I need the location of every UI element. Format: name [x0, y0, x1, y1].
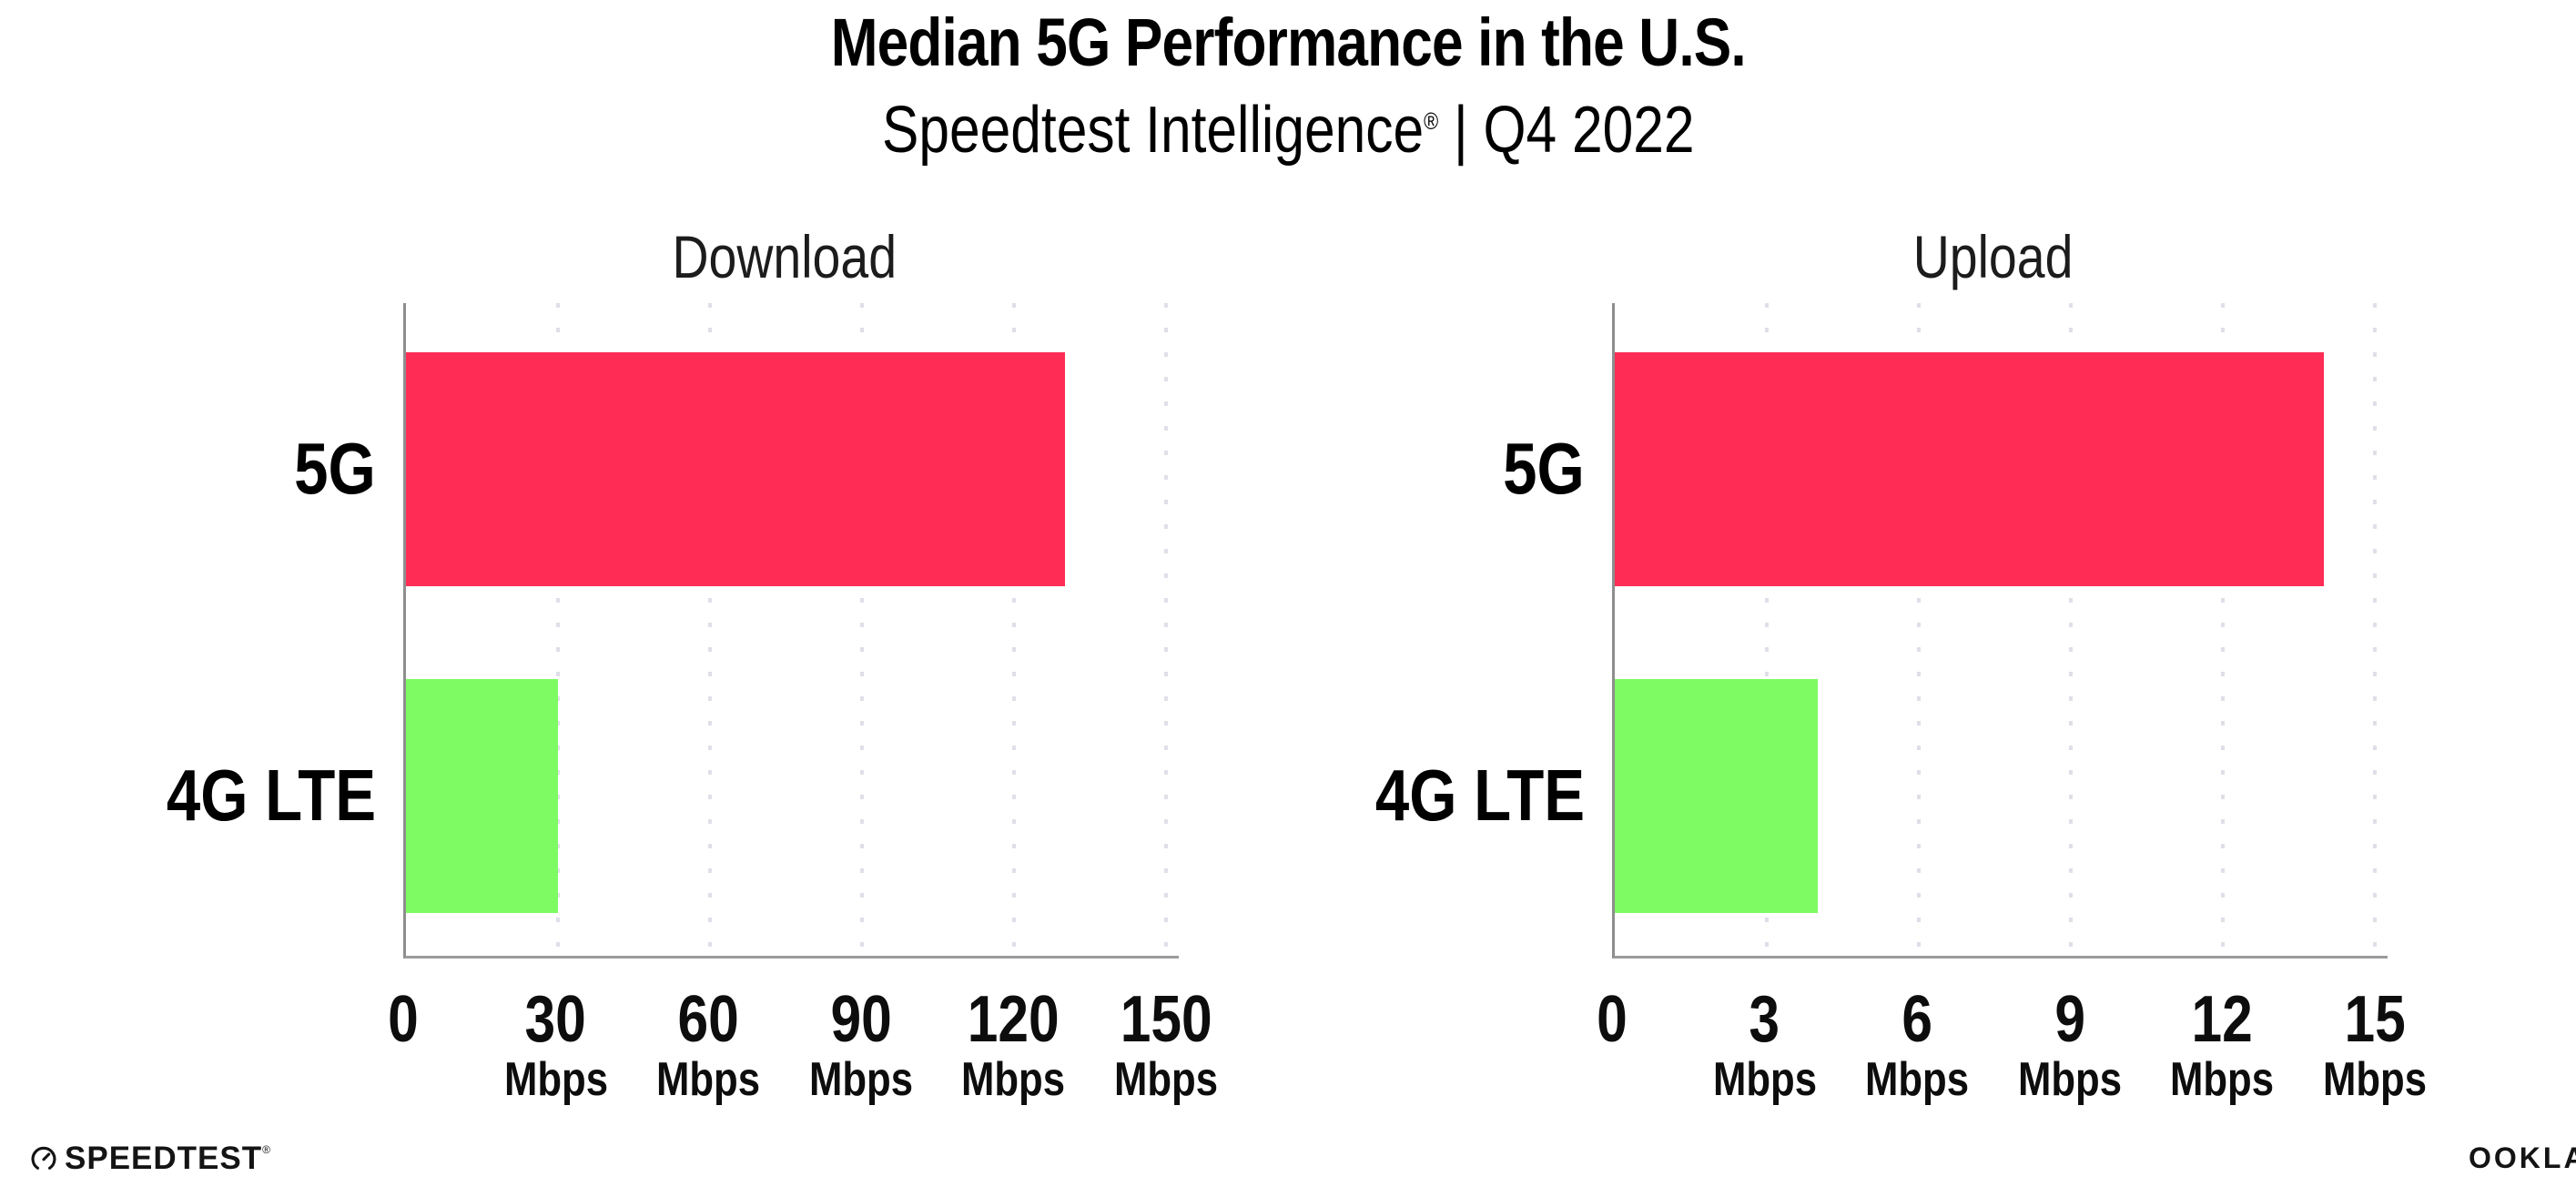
x-tick: 15 Mbps — [2313, 987, 2437, 1105]
x-tick-value: 3 — [1749, 983, 1780, 1056]
category-label-4g-lte: 4G LTE — [166, 755, 376, 836]
x-tick: 9 Mbps — [2008, 987, 2132, 1105]
bar-5g — [1615, 352, 2325, 586]
category-label-5g: 5G — [294, 428, 376, 509]
subtitle-brand: Speedtest Intelligence — [881, 94, 1424, 167]
bar-5g — [406, 352, 1065, 586]
gridline — [2373, 303, 2377, 956]
gridline — [2069, 303, 2073, 956]
x-tick-value: 90 — [830, 983, 892, 1056]
registered-trademark-mark: ® — [1423, 109, 1438, 135]
x-tick-value: 12 — [2191, 983, 2254, 1056]
x-tick: 3 Mbps — [1703, 987, 1827, 1105]
speedtest-registered-mark: ® — [262, 1143, 270, 1156]
upload-chart: Upload 5G 4G LTE 0 3 Mbps 6 Mbps 9 Mbps 12 Mbps 15… — [1375, 0, 2427, 1197]
gridline — [860, 303, 864, 956]
bar-4g-lte — [1615, 679, 1818, 913]
x-tick-unit: Mbps — [503, 1053, 608, 1106]
x-axis-line — [1166, 956, 1179, 959]
x-tick-unit: Mbps — [2170, 1053, 2275, 1106]
x-tick-value: 120 — [967, 983, 1060, 1056]
chart-title: Upload — [1913, 223, 2074, 290]
x-tick-unit: Mbps — [1865, 1053, 1970, 1106]
x-tick-value: 150 — [1120, 983, 1212, 1056]
x-tick: 0 — [1594, 987, 1630, 1052]
ookla-logo: OOKLA® — [2469, 1141, 2576, 1175]
gridline — [1765, 303, 1769, 956]
x-tick: 60 Mbps — [646, 987, 770, 1105]
x-tick: 0 — [385, 987, 421, 1052]
speedtest-logo: SPEEDTEST ® — [31, 1135, 270, 1182]
x-tick: 120 Mbps — [952, 987, 1076, 1105]
download-chart: Download 5G 4G LTE 0 30 Mbps 60 Mbps 90 Mbps 120… — [167, 0, 1218, 1197]
gridline — [1012, 303, 1016, 956]
chart-title: Download — [672, 223, 898, 290]
speedtest-wordmark: SPEEDTEST — [65, 1141, 263, 1176]
gridline — [2221, 303, 2225, 956]
x-axis-ticks: 0 3 Mbps 6 Mbps 9 Mbps 12 Mbps 15 Mbps — [1597, 987, 2427, 1141]
x-tick: 150 Mbps — [1104, 987, 1228, 1105]
x-tick-unit: Mbps — [1113, 1053, 1219, 1106]
x-tick-value: 30 — [524, 983, 587, 1056]
subtitle-period: | Q4 2022 — [1437, 94, 1695, 167]
x-tick: 30 Mbps — [494, 987, 618, 1105]
bar-4g-lte — [406, 679, 558, 913]
x-tick-value: 60 — [677, 983, 739, 1056]
x-tick-value: 6 — [1902, 983, 1933, 1056]
x-tick-unit: Mbps — [656, 1053, 761, 1106]
x-tick: 12 Mbps — [2161, 987, 2285, 1105]
speedometer-gauge-icon — [31, 1146, 56, 1170]
x-tick-unit: Mbps — [808, 1053, 913, 1106]
page-title-text: Median 5G Performance in the U.S. — [830, 5, 1746, 80]
x-tick-value: 9 — [2054, 983, 2085, 1056]
category-labels: 5G 4G LTE — [0, 303, 376, 959]
x-tick: 6 Mbps — [1855, 987, 1979, 1105]
x-axis-ticks: 0 30 Mbps 60 Mbps 90 Mbps 120 Mbps 150 Mbps — [388, 987, 1218, 1141]
x-tick-value: 0 — [388, 983, 419, 1056]
x-tick-unit: Mbps — [1712, 1053, 1817, 1106]
gridline — [708, 303, 712, 956]
page-subtitle: Speedtest Intelligence® | Q4 2022 — [0, 93, 2576, 167]
page-title: Median 5G Performance in the U.S. — [0, 4, 2576, 81]
gridline — [1164, 303, 1168, 956]
x-tick-value: 0 — [1597, 983, 1628, 1056]
gridline — [556, 303, 560, 956]
category-label-4g-lte: 4G LTE — [1374, 755, 1585, 836]
ookla-wordmark: OOKLA — [2469, 1141, 2576, 1174]
x-axis-line — [2375, 956, 2388, 959]
gridline — [1917, 303, 1921, 956]
x-tick-unit: Mbps — [2017, 1053, 2122, 1106]
category-label-5g: 5G — [1503, 428, 1585, 509]
plot-area — [1612, 303, 2388, 959]
x-tick: 90 Mbps — [799, 987, 923, 1105]
x-tick-unit: Mbps — [2322, 1053, 2428, 1106]
category-labels: 5G 4G LTE — [1111, 303, 1585, 959]
x-tick-unit: Mbps — [961, 1053, 1066, 1106]
plot-area — [403, 303, 1179, 959]
x-tick-value: 15 — [2344, 983, 2406, 1056]
